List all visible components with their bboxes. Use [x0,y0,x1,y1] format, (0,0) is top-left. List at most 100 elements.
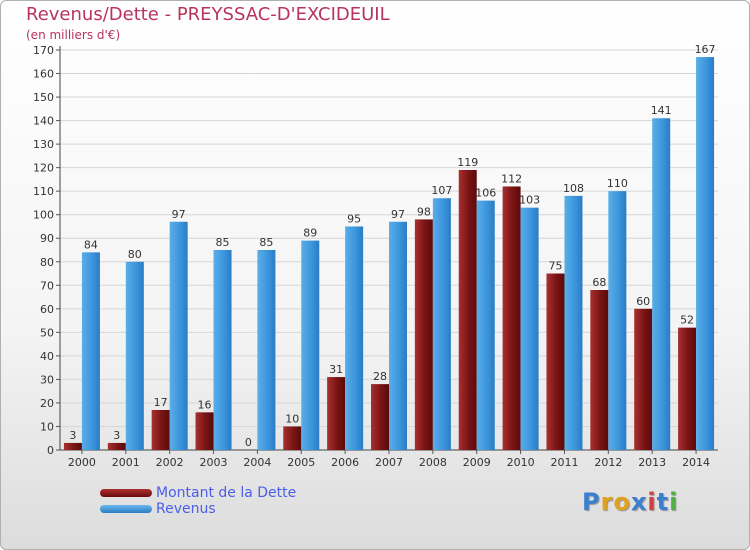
bar-revenue [564,195,583,450]
bar-debt-value-label: 52 [680,314,694,327]
y-tick-label: 110 [33,185,54,198]
bar-revenue [213,250,232,450]
bar-revenue-value-label: 85 [259,236,273,249]
bar-debt-value-label: 119 [457,156,478,169]
bar-debt [546,273,565,450]
x-tick-label: 2006 [331,456,359,469]
y-tick-label: 120 [33,162,54,175]
bar-debt [195,412,214,450]
bar-revenue-value-label: 85 [216,236,230,249]
bar-debt [634,308,653,450]
y-tick-label: 170 [33,44,54,57]
bar-revenue-value-label: 97 [391,208,405,221]
bar-debt-value-label: 31 [329,363,343,376]
y-tick-label: 30 [40,373,54,386]
bar-revenue [257,250,276,450]
y-tick-label: 80 [40,256,54,269]
legend-label-debt: Montant de la Dette [156,485,297,501]
bar-revenue-value-label: 107 [431,184,452,197]
bar-debt-value-label: 17 [154,396,168,409]
x-tick-label: 2008 [419,456,447,469]
bar-revenue [476,200,495,450]
bar-revenue-value-label: 108 [563,182,584,195]
x-tick-label: 2004 [243,456,271,469]
bar-revenue-value-label: 84 [84,238,98,251]
bar-revenue [696,57,715,450]
bar-revenue [125,261,144,450]
y-tick-label: 50 [40,326,54,339]
bar-revenue-value-label: 110 [607,177,628,190]
bar-debt [63,442,82,450]
bar-revenue [652,118,671,450]
bar-debt-value-label: 16 [198,398,212,411]
bar-revenue-value-label: 103 [519,194,540,207]
bar-revenue-value-label: 106 [475,187,496,200]
bar-revenue [81,252,100,450]
y-tick-label: 90 [40,232,54,245]
y-tick-label: 100 [33,209,54,222]
bar-debt-value-label: 28 [373,370,387,383]
bar-debt-value-label: 0 [245,436,252,449]
bar-debt-value-label: 10 [285,412,299,425]
bar-debt-value-label: 112 [501,172,522,185]
y-tick-label: 40 [40,350,54,363]
y-tick-label: 70 [40,279,54,292]
bar-debt-value-label: 68 [592,276,606,289]
bars [63,57,715,451]
x-tick-label: 2012 [594,456,622,469]
bar-debt [458,170,477,450]
y-tick-label: 20 [40,397,54,410]
bar-revenue-value-label: 141 [651,104,672,117]
bar-revenue-value-label: 167 [695,43,716,56]
bar-debt [107,442,126,450]
x-tick-label: 2011 [550,456,578,469]
chart-subtitle: (en milliers d'€) [26,28,121,42]
bar-debt [590,290,609,450]
bar-revenue [301,240,320,450]
legend-swatch-debt [100,489,152,497]
bar-revenue-value-label: 89 [303,227,317,240]
x-tick-label: 2002 [156,456,184,469]
bar-debt [502,186,521,450]
x-tick-label: 2007 [375,456,403,469]
bar-revenue [169,221,188,450]
x-tick-label: 2010 [507,456,535,469]
bar-debt-value-label: 3 [69,429,76,442]
bar-revenue [345,226,364,450]
y-tick-label: 60 [40,303,54,316]
y-tick-label: 10 [40,420,54,433]
y-tick-label: 130 [33,138,54,151]
bar-debt [371,384,389,450]
x-tick-label: 2000 [68,456,96,469]
bar-revenue [520,207,539,450]
y-tick-label: 140 [33,115,54,128]
bar-revenue-value-label: 80 [128,248,142,261]
bar-debt [283,426,302,450]
x-tick-label: 2003 [200,456,228,469]
bar-debt [151,410,170,450]
bar-debt-value-label: 75 [548,260,562,273]
y-tick-label: 150 [33,91,54,104]
proxiti-logo: Proxiti [582,488,679,516]
bar-debt [678,327,697,450]
bar-revenue-value-label: 95 [347,212,361,225]
x-tick-label: 2005 [287,456,315,469]
bar-revenue [389,221,407,450]
bar-debt [327,377,346,450]
bar-debt-value-label: 98 [417,205,431,218]
x-tick-label: 2009 [463,456,491,469]
x-tick-label: 2001 [112,456,140,469]
x-tick-label: 2013 [638,456,666,469]
chart-title: Revenus/Dette - PREYSSAC-D'EXCIDEUIL [26,4,390,25]
bar-debt-value-label: 60 [636,295,650,308]
bar-debt-value-label: 3 [113,429,120,442]
axes: 0102030405060708090100110120130140150160… [33,44,718,469]
legend-swatch-revenue [100,505,152,513]
y-tick-label: 0 [47,444,54,457]
bar-revenue-value-label: 97 [172,208,186,221]
bar-revenue [432,198,451,450]
y-tick-label: 160 [33,68,54,81]
x-tick-label: 2014 [682,456,710,469]
